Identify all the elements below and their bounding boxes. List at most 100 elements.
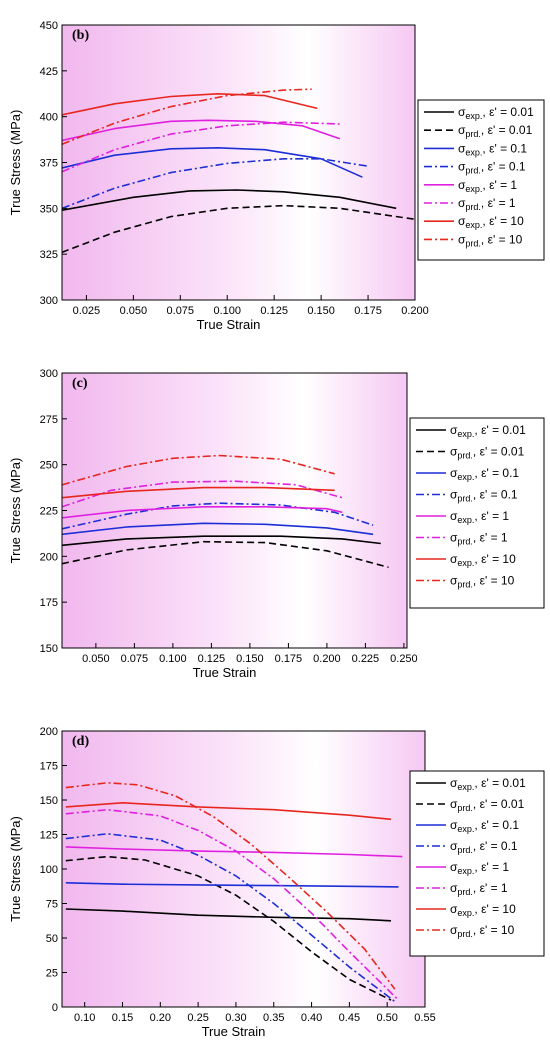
y-axis-label: True Stress (MPa) [8, 110, 23, 216]
series-line [65, 855, 392, 1001]
y-tick-label: 300 [40, 368, 58, 380]
x-tick-label: 0.35 [263, 1012, 284, 1024]
y-tick-label: 250 [40, 460, 58, 472]
legend-entry: σexp., ε' = 1 [450, 509, 509, 525]
y-tick-label: 325 [40, 249, 58, 261]
x-tick-label: 0.10 [74, 1012, 95, 1024]
x-tick-label: 0.40 [301, 1012, 322, 1024]
legend-entry: σprd., ε' = 0.1 [450, 839, 518, 855]
legend-box [409, 770, 545, 957]
x-tick-label: 0.050 [82, 653, 110, 665]
x-axis-label: True Strain [193, 665, 257, 680]
series-line [65, 882, 399, 888]
y-tick-label: 300 [40, 295, 58, 307]
y-tick-label: 400 [40, 112, 58, 124]
series-line [62, 88, 312, 145]
series-line [62, 486, 335, 499]
x-tick-label: 0.30 [225, 1012, 246, 1024]
y-tick-label: 275 [40, 414, 58, 426]
y-tick-label: 100 [40, 864, 58, 876]
legend-entry: σexp., ε' = 1 [458, 178, 517, 194]
plot-area [62, 373, 407, 648]
y-tick-label: 225 [40, 506, 58, 518]
x-tick-label: 0.50 [376, 1012, 397, 1024]
y-tick-label: 200 [40, 551, 58, 563]
x-tick-label: 0.200 [313, 653, 341, 665]
legend-entry: σprd., ε' = 1 [450, 881, 508, 897]
y-tick-label: 125 [40, 830, 58, 842]
x-tick-label: 0.150 [236, 653, 264, 665]
series-line [62, 522, 374, 536]
x-tick-label: 0.150 [307, 305, 335, 317]
x-tick-label: 0.45 [339, 1012, 360, 1024]
y-tick-label: 175 [40, 597, 58, 609]
legend-box [409, 417, 545, 609]
x-tick-label: 0.250 [390, 653, 418, 665]
legend-entry: σexp., ε' = 0.1 [458, 141, 527, 157]
legend-entry: σprd., ε' = 10 [458, 232, 523, 248]
legend-entry: σprd., ε' = 0.1 [450, 488, 518, 504]
y-tick-label: 175 [40, 761, 58, 773]
legend-entry: σexp., ε' = 1 [450, 860, 509, 876]
y-tick-label: 75 [46, 899, 58, 911]
legend-entry: σprd., ε' = 0.1 [458, 160, 526, 176]
legend-entry: σprd., ε' = 0.01 [450, 797, 525, 813]
x-tick-label: 0.100 [159, 653, 187, 665]
y-tick-label: 350 [40, 203, 58, 215]
legend-entry: σexp., ε' = 0.1 [450, 466, 519, 482]
plot-area [62, 731, 425, 1007]
legend-entry: σexp., ε' = 0.01 [450, 776, 526, 792]
x-tick-label: 0.075 [167, 305, 195, 317]
series-line [62, 502, 374, 530]
x-tick-label: 0.15 [112, 1012, 133, 1024]
series-line [65, 832, 396, 1003]
legend-entry: σexp., ε' = 0.01 [450, 423, 526, 439]
x-tick-label: 0.20 [150, 1012, 171, 1024]
x-axis-label: True Strain [197, 317, 261, 332]
legend-entry: σprd., ε' = 0.01 [450, 445, 525, 461]
series-line [62, 505, 343, 519]
legend-entry: σexp., ε' = 10 [450, 902, 516, 918]
series-line [62, 119, 341, 142]
legend: σexp., ε' = 0.01 σprd., ε' = 0.01 σexp., ε… [409, 770, 545, 957]
legend: σexp., ε' = 0.01 σprd., ε' = 0.01 σexp., ε… [417, 99, 545, 261]
legend-entry: σprd., ε' = 10 [450, 574, 515, 590]
x-tick-label: 0.075 [121, 653, 149, 665]
legend-entry: σexp., ε' = 0.01 [458, 105, 534, 121]
x-tick-label: 0.100 [213, 305, 241, 317]
series-line [62, 535, 381, 547]
y-tick-label: 425 [40, 66, 58, 78]
x-tick-label: 0.175 [354, 305, 382, 317]
series-group [65, 781, 403, 1003]
panel-label: (c) [72, 376, 88, 391]
legend: σexp., ε' = 0.01 σprd., ε' = 0.01 σexp., ε… [409, 417, 545, 609]
y-tick-label: 375 [40, 158, 58, 170]
chart-panel: (c) 0.050 0.075 0.100 0.125 0.150 0.175 0.200 0.… [8, 368, 545, 680]
panel-label: (b) [72, 28, 89, 43]
legend-entry: σprd., ε' = 1 [450, 531, 508, 547]
y-axis-label: True Stress (MPa) [8, 816, 23, 922]
series-line [65, 781, 396, 990]
chart-panel: (b) 0.025 0.050 0.075 0.100 0.125 0.150 0.175 0.… [8, 20, 545, 332]
legend-entry: σexp., ε' = 10 [458, 214, 524, 230]
x-tick-label: 0.025 [73, 305, 101, 317]
x-tick-label: 0.225 [352, 653, 380, 665]
series-group [62, 88, 415, 254]
y-tick-label: 150 [40, 643, 58, 655]
x-tick-label: 0.125 [260, 305, 288, 317]
y-tick-label: 450 [40, 20, 58, 32]
legend-entry: σexp., ε' = 0.1 [450, 818, 519, 834]
chart-panel: (d) 0.10 0.15 0.20 0.25 0.30 0.35 0.40 0.45 0.50 0… [8, 726, 545, 1039]
y-tick-label: 25 [46, 968, 58, 980]
x-tick-label: 0.55 [414, 1012, 435, 1024]
series-line [62, 540, 389, 569]
legend-entry: σprd., ε' = 0.01 [458, 123, 533, 139]
series-line [62, 189, 397, 211]
x-tick-label: 0.200 [401, 305, 429, 317]
y-axis-label: True Stress (MPa) [8, 458, 23, 564]
legend-entry: σprd., ε' = 10 [450, 923, 515, 939]
series-line [62, 93, 318, 116]
y-tick-label: 200 [40, 726, 58, 738]
legend-entry: σprd., ε' = 1 [458, 196, 516, 212]
